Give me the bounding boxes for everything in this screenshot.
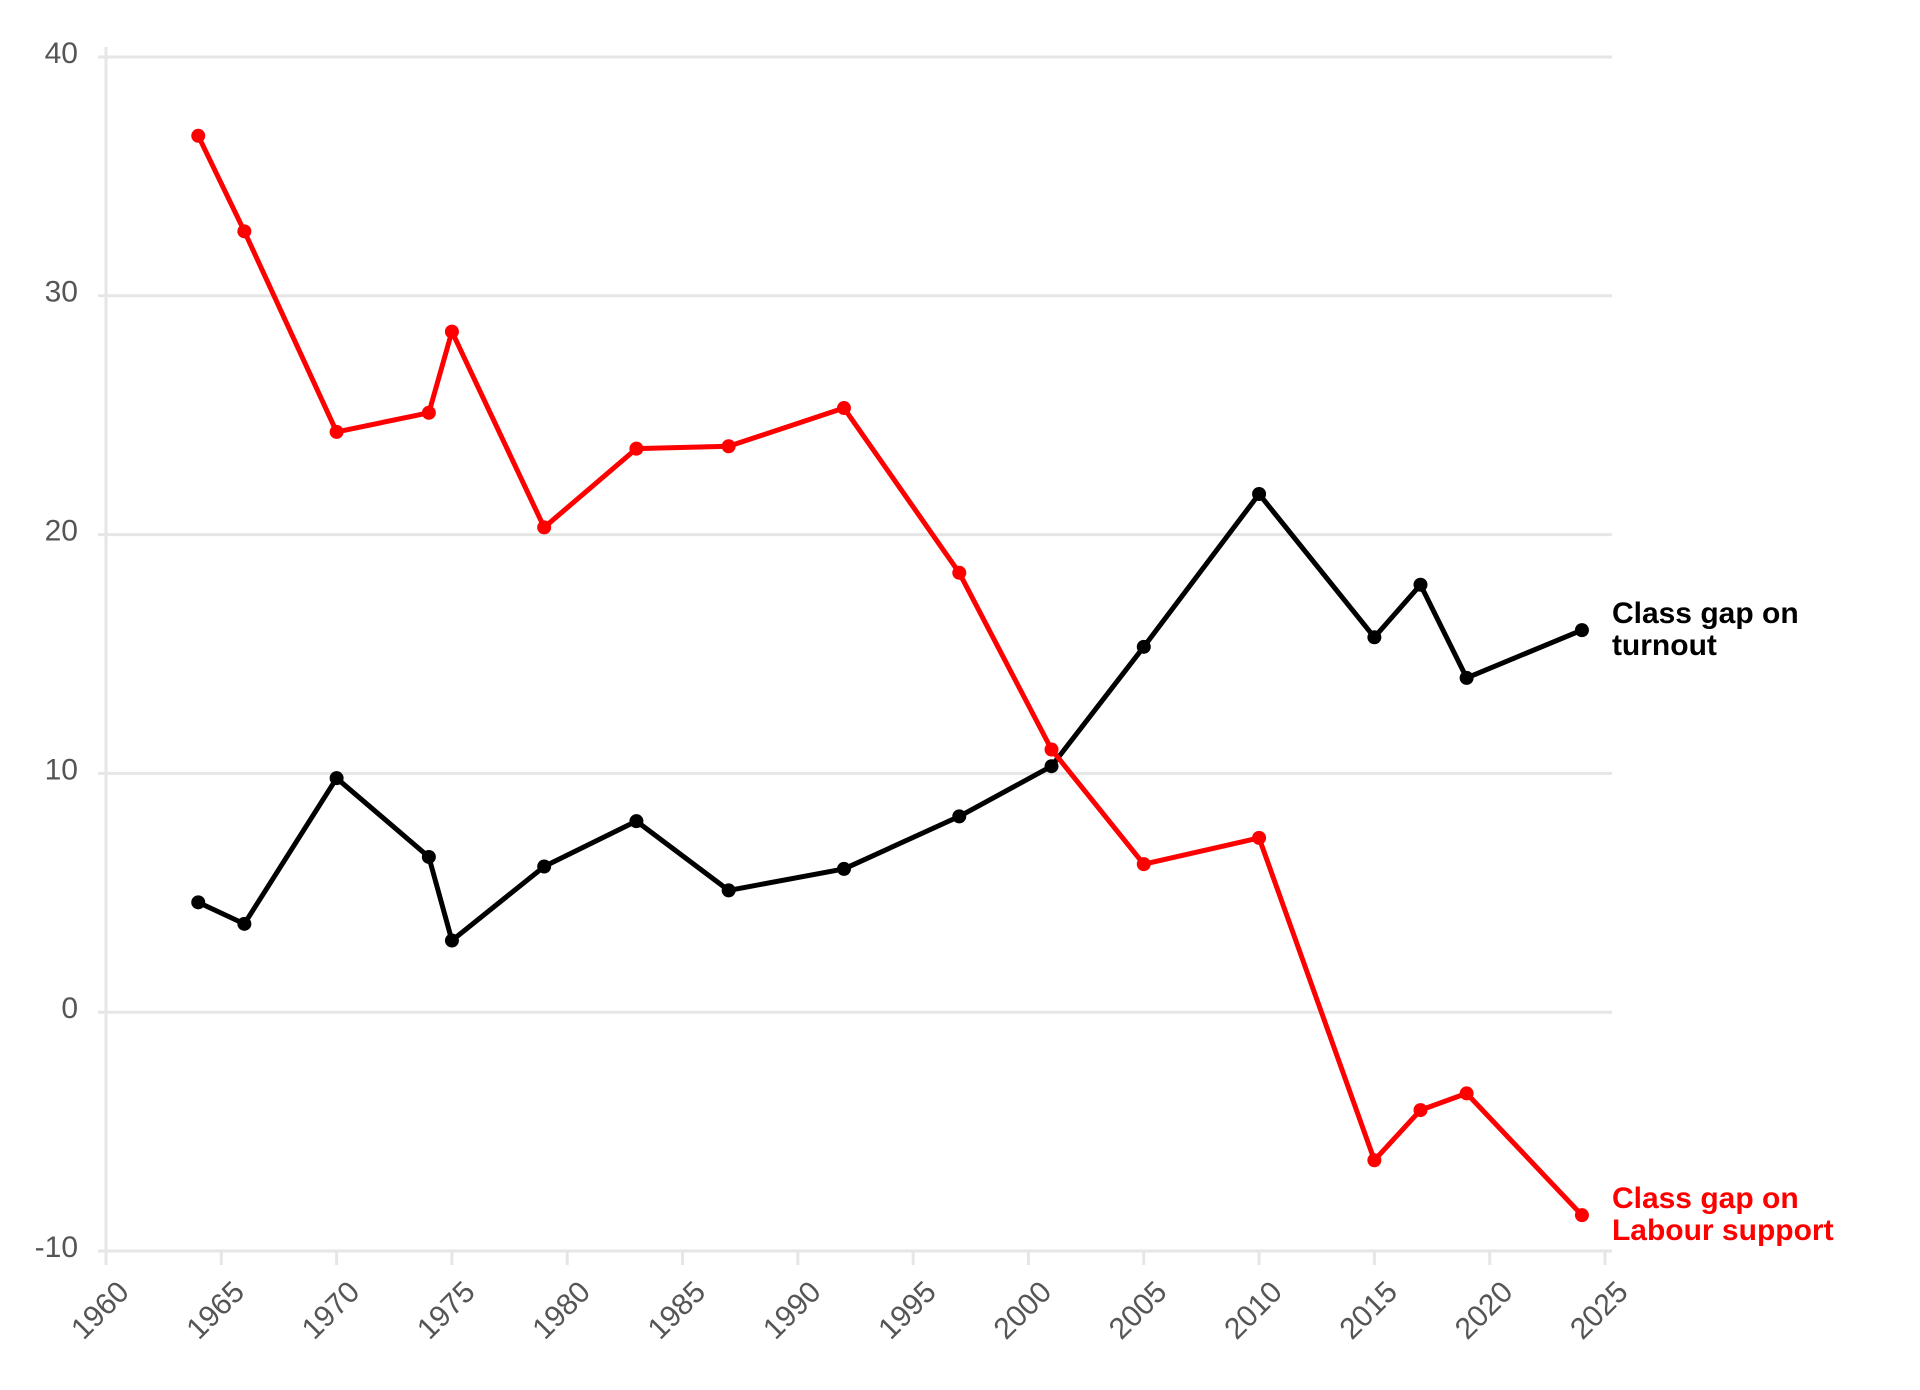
y-tick-label: 10 bbox=[45, 753, 78, 786]
data-point bbox=[1413, 1103, 1428, 1118]
x-tick-label: 2000 bbox=[988, 1275, 1059, 1346]
series-line bbox=[197, 491, 1583, 944]
series-label: Class gap on Labour support bbox=[1611, 1182, 1834, 1248]
data-point bbox=[1459, 1086, 1474, 1101]
data-point bbox=[1136, 639, 1151, 654]
data-point bbox=[237, 916, 252, 931]
x-tick-label: 2010 bbox=[1218, 1275, 1289, 1346]
y-tick-label: 40 bbox=[45, 37, 78, 70]
x-tick-label: 2015 bbox=[1334, 1275, 1405, 1346]
data-point bbox=[1252, 487, 1267, 502]
x-tick-label: 1990 bbox=[757, 1275, 828, 1346]
x-tick-label: 1965 bbox=[180, 1275, 251, 1346]
data-point bbox=[836, 861, 851, 876]
data-point bbox=[836, 401, 851, 416]
data-point bbox=[421, 849, 436, 864]
data-point bbox=[444, 324, 459, 339]
data-point bbox=[1367, 1153, 1382, 1168]
data-point bbox=[537, 520, 552, 535]
x-tick-label: 2020 bbox=[1449, 1275, 1520, 1346]
data-point bbox=[721, 883, 736, 898]
data-point bbox=[1459, 670, 1474, 685]
data-point bbox=[952, 809, 967, 824]
x-tick-label: 1980 bbox=[526, 1275, 597, 1346]
data-point bbox=[721, 439, 736, 454]
data-point bbox=[629, 441, 644, 456]
data-point bbox=[1367, 630, 1382, 645]
data-point bbox=[1574, 623, 1589, 638]
x-tick-label: 1970 bbox=[296, 1275, 367, 1346]
series-label: Class gap on turnout bbox=[1611, 597, 1799, 663]
series-line bbox=[195, 134, 1584, 1217]
x-tick-label: 1985 bbox=[642, 1275, 713, 1346]
x-tick-label: 1960 bbox=[65, 1275, 136, 1346]
data-point bbox=[1044, 759, 1059, 774]
data-point bbox=[1252, 830, 1267, 845]
data-point bbox=[952, 565, 967, 580]
x-tick-label: 1975 bbox=[411, 1275, 482, 1346]
data-point bbox=[1044, 742, 1059, 757]
data-point bbox=[329, 424, 344, 439]
data-point bbox=[444, 933, 459, 948]
x-tick-label: 2025 bbox=[1564, 1275, 1635, 1346]
data-point bbox=[191, 895, 206, 910]
data-point bbox=[191, 128, 206, 143]
y-tick-label: 20 bbox=[45, 515, 78, 548]
data-point bbox=[1574, 1208, 1589, 1223]
y-tick-label: 0 bbox=[61, 992, 78, 1025]
x-tick-label: 1995 bbox=[872, 1275, 943, 1346]
data-point bbox=[1413, 577, 1428, 592]
data-point bbox=[629, 814, 644, 829]
data-point bbox=[237, 224, 252, 239]
x-tick-label: 2005 bbox=[1103, 1275, 1174, 1346]
data-point bbox=[537, 859, 552, 874]
data-point bbox=[329, 771, 344, 786]
data-point bbox=[1136, 857, 1151, 872]
y-tick-label: -10 bbox=[35, 1231, 78, 1264]
y-tick-label: 30 bbox=[45, 276, 78, 309]
data-point bbox=[421, 405, 436, 420]
